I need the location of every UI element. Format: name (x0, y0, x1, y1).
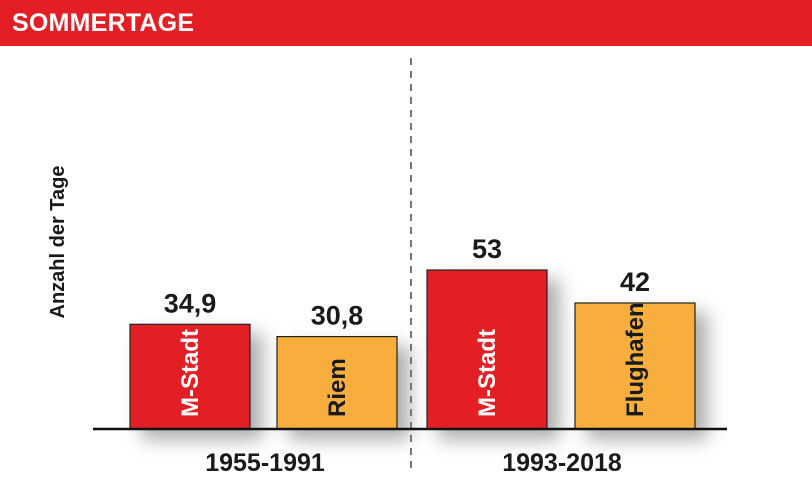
data-label: 42 (620, 267, 650, 297)
bar-1993-2018-M-Stadt (426, 269, 548, 430)
title-bar: SOMMERTAGE (0, 0, 812, 46)
group-label: 1955-1991 (205, 449, 325, 477)
labels-layer: Anzahl der Tage 34,9 M-Stadt 30,8 Riem 1955-1… (47, 58, 727, 477)
data-label: 30,8 (311, 301, 364, 331)
bar-category-label: M-Stadt (474, 329, 501, 417)
bars-layer (129, 269, 696, 430)
bar-1955-1991-Riem (276, 336, 398, 430)
data-label: 34,9 (164, 288, 217, 318)
bar-category-label: Riem (324, 358, 351, 417)
y-axis-label: Anzahl der Tage (47, 166, 69, 319)
chart-title: SOMMERTAGE (12, 9, 195, 37)
bar-1993-2018-Flughafen (574, 302, 696, 430)
data-label: 53 (472, 234, 502, 264)
bar-category-label: Flughafen (622, 302, 649, 417)
bar-category-label: M-Stadt (177, 329, 204, 417)
group-label: 1993-2018 (502, 449, 622, 477)
